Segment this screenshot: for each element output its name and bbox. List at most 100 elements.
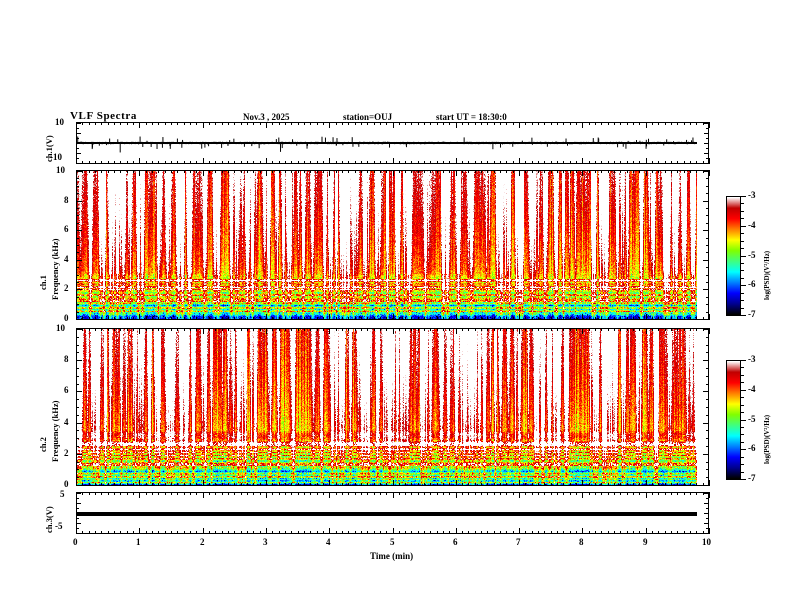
figure-station: station=OUJ — [343, 112, 393, 122]
xtick-ch1-waveform-34 — [291, 122, 292, 125]
xtick-bottom-ch2-spectrogram-52 — [405, 483, 406, 486]
xtick-ch2-spectrogram-34 — [291, 328, 292, 331]
ytick-right-ch1-waveform-4 — [704, 143, 709, 144]
xtick-ch1-waveform-0 — [76, 122, 77, 128]
xtick-ch3-waveform-35 — [298, 492, 299, 495]
xtick-bottom-ch1-waveform-31 — [272, 161, 273, 164]
xtick-bottom-ch2-spectrogram-36 — [304, 483, 305, 486]
ytick-ch3-waveform-6 — [76, 503, 81, 504]
xtick-bottom-ch3-waveform-47 — [374, 531, 375, 534]
xtick-bottom-ch3-waveform-95 — [677, 531, 678, 534]
xtick-ch2-spectrogram-0 — [76, 328, 77, 334]
xtick-bottom-ch1-spectrogram-61 — [462, 317, 463, 320]
xtick-bottom-ch2-spectrogram-5 — [108, 483, 109, 486]
xtick-bottom-ch1-spectrogram-84 — [608, 317, 609, 320]
xtick-ch1-spectrogram-77 — [563, 170, 564, 173]
xtick-bottom-ch2-spectrogram-16 — [177, 483, 178, 486]
xtick-ch1-spectrogram-39 — [323, 170, 324, 173]
xtick-bottom-ch1-waveform-52 — [405, 161, 406, 164]
xtick-bottom-ch1-spectrogram-26 — [241, 317, 242, 320]
xtick-ch1-spectrogram-23 — [222, 170, 223, 173]
xtick-bottom-ch3-waveform-1 — [82, 531, 83, 534]
xtick-ch3-waveform-68 — [506, 492, 507, 495]
xtick-ch3-waveform-72 — [532, 492, 533, 495]
xtick-bottom-ch3-waveform-72 — [532, 531, 533, 534]
xtick-ch1-waveform-16 — [177, 122, 178, 125]
xtick-ch1-spectrogram-55 — [424, 170, 425, 173]
xtick-bottom-ch2-spectrogram-67 — [500, 483, 501, 486]
xtick-bottom-ch2-spectrogram-50 — [393, 480, 394, 486]
xtick-bottom-ch2-spectrogram-77 — [563, 483, 564, 486]
xtick-ch3-waveform-80 — [582, 492, 583, 498]
xtick-ch1-spectrogram-24 — [228, 170, 229, 173]
cbtick-cbar-ch1-9 — [741, 263, 744, 264]
xtick-ch1-waveform-81 — [589, 122, 590, 125]
ytick-ch1-spectrogram-7 — [76, 267, 79, 268]
xtick-ch1-waveform-47 — [374, 122, 375, 125]
xtick-bottom-ch1-waveform-29 — [260, 161, 261, 164]
ytick-ch2-spectrogram-13 — [76, 384, 79, 385]
xtick-bottom-ch1-spectrogram-9 — [133, 317, 134, 320]
xtick-ch2-spectrogram-85 — [614, 328, 615, 331]
xtick-bottom-ch3-waveform-20 — [203, 528, 204, 534]
xtick-ch2-spectrogram-71 — [525, 328, 526, 331]
xtick-bottom-ch3-waveform-35 — [298, 531, 299, 534]
xtick-bottom-ch1-spectrogram-36 — [304, 317, 305, 320]
xtick-bottom-ch2-spectrogram-70 — [519, 480, 520, 486]
xtick-bottom-ch1-waveform-54 — [418, 161, 419, 164]
cbtick-cbar-ch2-15 — [741, 472, 744, 473]
xtick-bottom-ch3-waveform-91 — [652, 531, 653, 534]
ytick-right-ch3-waveform-8 — [704, 493, 709, 494]
ytick-right-ch1-spectrogram-5 — [706, 282, 709, 283]
xtick-ch3-waveform-52 — [405, 492, 406, 495]
ytick-right-ch3-waveform-1 — [706, 528, 709, 529]
xtick-ch1-spectrogram-37 — [310, 170, 311, 173]
xtick-bottom-ch3-waveform-54 — [418, 531, 419, 534]
ytick-ch1-waveform-3 — [76, 148, 79, 149]
xtick-bottom-ch2-spectrogram-69 — [513, 483, 514, 486]
ytick-ch1-waveform-2 — [76, 153, 81, 154]
xtick-ch2-spectrogram-31 — [272, 328, 273, 331]
xtick-bottom-ch3-waveform-29 — [260, 531, 261, 534]
xtick-bottom-ch1-spectrogram-11 — [146, 317, 147, 320]
ytick-right-ch3-waveform-2 — [704, 523, 709, 524]
xtick-ch1-spectrogram-2 — [89, 170, 90, 173]
xtick-bottom-ch1-spectrogram-3 — [95, 317, 96, 320]
xtick-bottom-ch1-spectrogram-4 — [101, 317, 102, 320]
xtick-bottom-ch3-waveform-98 — [696, 531, 697, 534]
xtick-ch2-spectrogram-83 — [601, 328, 602, 331]
ytick-ch1-spectrogram-9 — [76, 252, 79, 253]
ytick-ch1-spectrogram-14 — [76, 215, 79, 216]
xtick-bottom-ch1-waveform-58 — [443, 161, 444, 164]
xtick-ch1-waveform-93 — [665, 122, 666, 125]
xtick-bottom-ch1-spectrogram-32 — [279, 317, 280, 320]
xtick-bottom-ch1-waveform-41 — [336, 161, 337, 164]
xtick-bottom-ch3-waveform-34 — [291, 531, 292, 534]
xtick-bottom-ch1-waveform-83 — [601, 161, 602, 164]
xtick-ch1-spectrogram-92 — [658, 170, 659, 173]
xtick-bottom-ch1-spectrogram-2 — [89, 317, 90, 320]
cbtick-cbar-ch1-6 — [741, 241, 744, 242]
xtick-bottom-ch1-waveform-65 — [487, 161, 488, 164]
xtick-ch3-waveform-83 — [601, 492, 602, 495]
xtick-ch2-spectrogram-63 — [475, 328, 476, 331]
cbtick-cbar-ch2-1 — [741, 367, 744, 368]
ytick-right-ch1-spectrogram-8 — [703, 260, 709, 261]
xtick-ch1-spectrogram-22 — [215, 170, 216, 173]
xtick-ch1-waveform-20 — [203, 122, 204, 128]
ytick-ch2-spectrogram-5 — [76, 446, 79, 447]
xtick-bottom-ch1-waveform-2 — [89, 161, 90, 164]
xtick-ch1-waveform-2 — [89, 122, 90, 125]
xtick-ch1-spectrogram-98 — [696, 170, 697, 173]
xtick-bottom-ch3-waveform-28 — [253, 531, 254, 534]
ytick-right-ch1-waveform-2 — [704, 153, 709, 154]
xtick-ch1-spectrogram-54 — [418, 170, 419, 173]
xtick-bottom-ch1-waveform-99 — [703, 161, 704, 164]
xtick-ch2-spectrogram-62 — [468, 328, 469, 331]
ytick-right-ch1-spectrogram-4 — [703, 289, 709, 290]
xtick-ch3-waveform-0 — [76, 492, 77, 498]
ytick-ch1-spectrogram-0 — [76, 319, 82, 320]
xtick-bottom-ch1-waveform-0 — [76, 158, 77, 164]
ch1-spectrogram-canvas — [77, 171, 708, 319]
xtick-bottom-ch1-spectrogram-93 — [665, 317, 666, 320]
